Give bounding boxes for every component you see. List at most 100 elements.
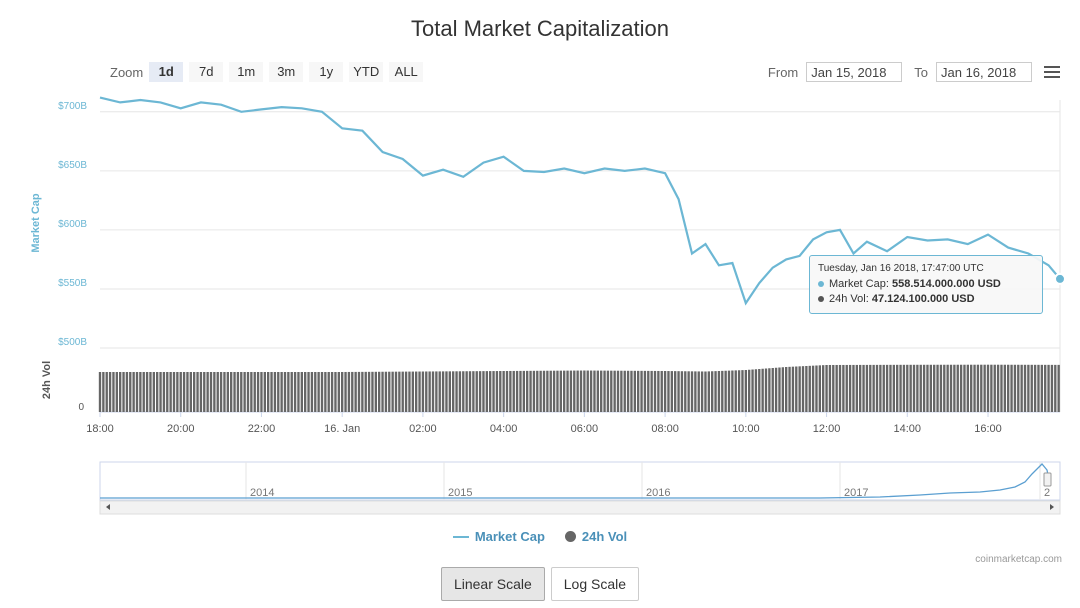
zoom-1m-button[interactable]: 1m (229, 62, 264, 82)
legend-item-volume[interactable]: 24h Vol (564, 529, 627, 544)
to-date-input[interactable] (936, 62, 1032, 82)
scroll-left-icon[interactable] (106, 504, 110, 510)
volume-bar (976, 364, 980, 412)
zoom-1d-button[interactable]: 1d (149, 62, 184, 82)
volume-bar (388, 371, 391, 412)
zoom-ytd-button[interactable]: YTD (349, 62, 384, 82)
volume-bar (448, 371, 452, 412)
chart-title: Total Market Capitalization (410, 16, 669, 41)
volume-bar (176, 372, 179, 412)
volume-bar (203, 372, 206, 412)
volume-bar (1000, 364, 1003, 412)
x-tick-label: 06:00 (571, 423, 599, 435)
volume-bar (166, 372, 169, 412)
volume-bar (670, 371, 674, 412)
volume-bar (142, 372, 145, 412)
volume-bar (899, 364, 902, 412)
volume-bar (721, 370, 724, 412)
y-axis-label: Market Cap (30, 193, 42, 253)
volume-bar (119, 372, 122, 412)
navigator-scrollbar[interactable] (99, 500, 1061, 515)
zoom-3m-button[interactable]: 3m (269, 62, 304, 82)
volume-bar (603, 370, 606, 412)
volume-bar (529, 370, 532, 412)
volume-bar (542, 370, 546, 412)
volume-bar (132, 372, 135, 412)
date-range: From To (768, 62, 1032, 82)
volume-bar (156, 372, 159, 412)
volume-bar (768, 368, 771, 412)
from-date-input[interactable] (806, 62, 903, 82)
zoom-label: Zoom (110, 64, 144, 80)
volume-bar (445, 371, 448, 412)
volume-bar (1047, 364, 1050, 412)
zoom-selector: Zoom 1d 7d 1m 3m 1y YTD ALL (110, 62, 429, 82)
volume-bar (293, 372, 297, 412)
volume-bar (253, 372, 256, 412)
volume-bar (771, 368, 774, 412)
volume-bar (310, 372, 314, 412)
volume-bar (169, 372, 172, 412)
volume-bar (882, 364, 885, 412)
volume-bar (919, 364, 922, 412)
hover-point-marker (1054, 272, 1066, 285)
zoom-1y-button[interactable]: 1y (309, 62, 344, 82)
volume-bar (653, 370, 657, 412)
volume-bar (959, 364, 963, 412)
log-scale-button[interactable]: Log Scale (550, 567, 640, 601)
volume-bar (576, 370, 579, 412)
volume-bar (499, 371, 502, 412)
volume-bar (606, 370, 610, 412)
volume-bar (378, 371, 381, 412)
scroll-right-icon[interactable] (1050, 504, 1054, 510)
volume-bar (115, 372, 118, 412)
linear-scale-button[interactable]: Linear Scale (440, 567, 545, 601)
volume-bar (206, 372, 209, 412)
y-tick-label: $700B (58, 101, 87, 112)
chart-legend: Market Cap 24h Vol (0, 529, 1080, 544)
volume-bar (754, 369, 758, 412)
volume-bar (946, 364, 949, 412)
volume-bar (936, 364, 939, 412)
volume-bar (835, 364, 838, 412)
volume-bar (869, 364, 872, 412)
volume-bar (243, 372, 246, 412)
volume-bar (344, 371, 347, 412)
tooltip-row2-label: 24h Vol: (829, 293, 869, 305)
credit-link[interactable]: coinmarketcap.com (975, 554, 1062, 565)
volume-bar (818, 365, 822, 412)
volume-bar (805, 366, 808, 412)
volume-bar (391, 371, 394, 412)
volume-bar (347, 371, 351, 412)
to-label: To (914, 64, 928, 80)
volume-bar (798, 366, 801, 412)
legend-item-market-cap[interactable]: Market Cap (452, 529, 545, 544)
navigator-year-label: 2017 (844, 487, 868, 499)
volume-bar (926, 364, 929, 412)
volume-bar (687, 371, 690, 412)
zoom-all-button[interactable]: ALL (389, 62, 424, 82)
volume-bar (425, 371, 428, 412)
x-tick-label: 12:00 (813, 423, 841, 435)
volume-bar (1017, 364, 1020, 412)
navigator-handle[interactable] (1043, 472, 1052, 487)
volume-bar (509, 370, 512, 412)
hamburger-menu-icon[interactable] (1044, 66, 1060, 81)
volume-bar (314, 372, 317, 412)
volume-bar (848, 364, 852, 412)
volume-bar (630, 370, 633, 412)
volume-bar (677, 371, 680, 412)
volume-bar (697, 371, 700, 412)
volume-bar (563, 370, 566, 412)
volume-bar (885, 364, 889, 412)
volume-bar (896, 364, 899, 412)
volume-bar (179, 372, 182, 412)
volume-bar (596, 370, 600, 412)
volume-bar (108, 372, 112, 412)
volume-bar (600, 370, 603, 412)
volume-bar (246, 372, 250, 412)
volume-bar (186, 372, 189, 412)
volume-bar (307, 372, 310, 412)
zoom-7d-button[interactable]: 7d (189, 62, 224, 82)
volume-bar (277, 372, 280, 412)
